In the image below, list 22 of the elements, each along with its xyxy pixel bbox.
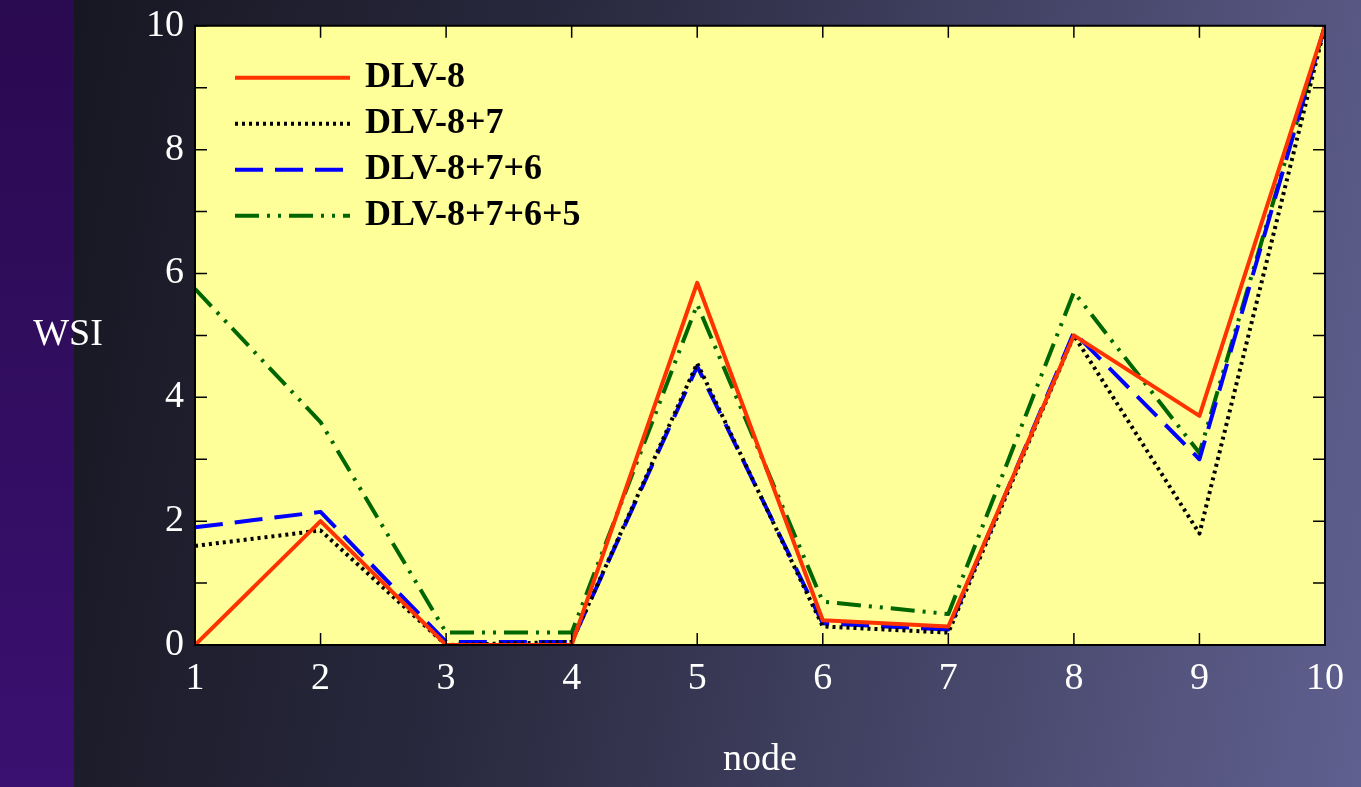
legend-label: DLV-8+7+6 [365,147,543,188]
x-tick-label: 6 [813,654,833,697]
x-tick-label: 9 [1189,654,1209,697]
y-tick-label: 0 [165,620,184,663]
x-tick-label: 1 [185,654,205,697]
x-tick-label: 10 [1306,654,1344,697]
legend-label: DLV-8+7+6+5 [365,193,581,234]
x-tick-label: 2 [311,654,331,697]
legend-label: DLV-8+7 [365,101,504,142]
x-tick-label: 3 [436,654,456,697]
y-tick-label: 2 [165,497,184,540]
x-tick-label: 5 [687,654,707,697]
x-tick-label: 7 [938,654,958,697]
legend-label: DLV-8 [365,55,466,96]
x-tick-label: 8 [1064,654,1084,697]
y-tick-label: 8 [165,125,184,168]
y-tick-label: 6 [165,249,184,292]
x-axis-title: node [723,736,797,779]
y-tick-label: 10 [146,1,184,44]
x-tick-label: 4 [562,654,582,697]
y-tick-label: 4 [165,373,184,416]
y-axis-title: WSI [33,311,103,354]
